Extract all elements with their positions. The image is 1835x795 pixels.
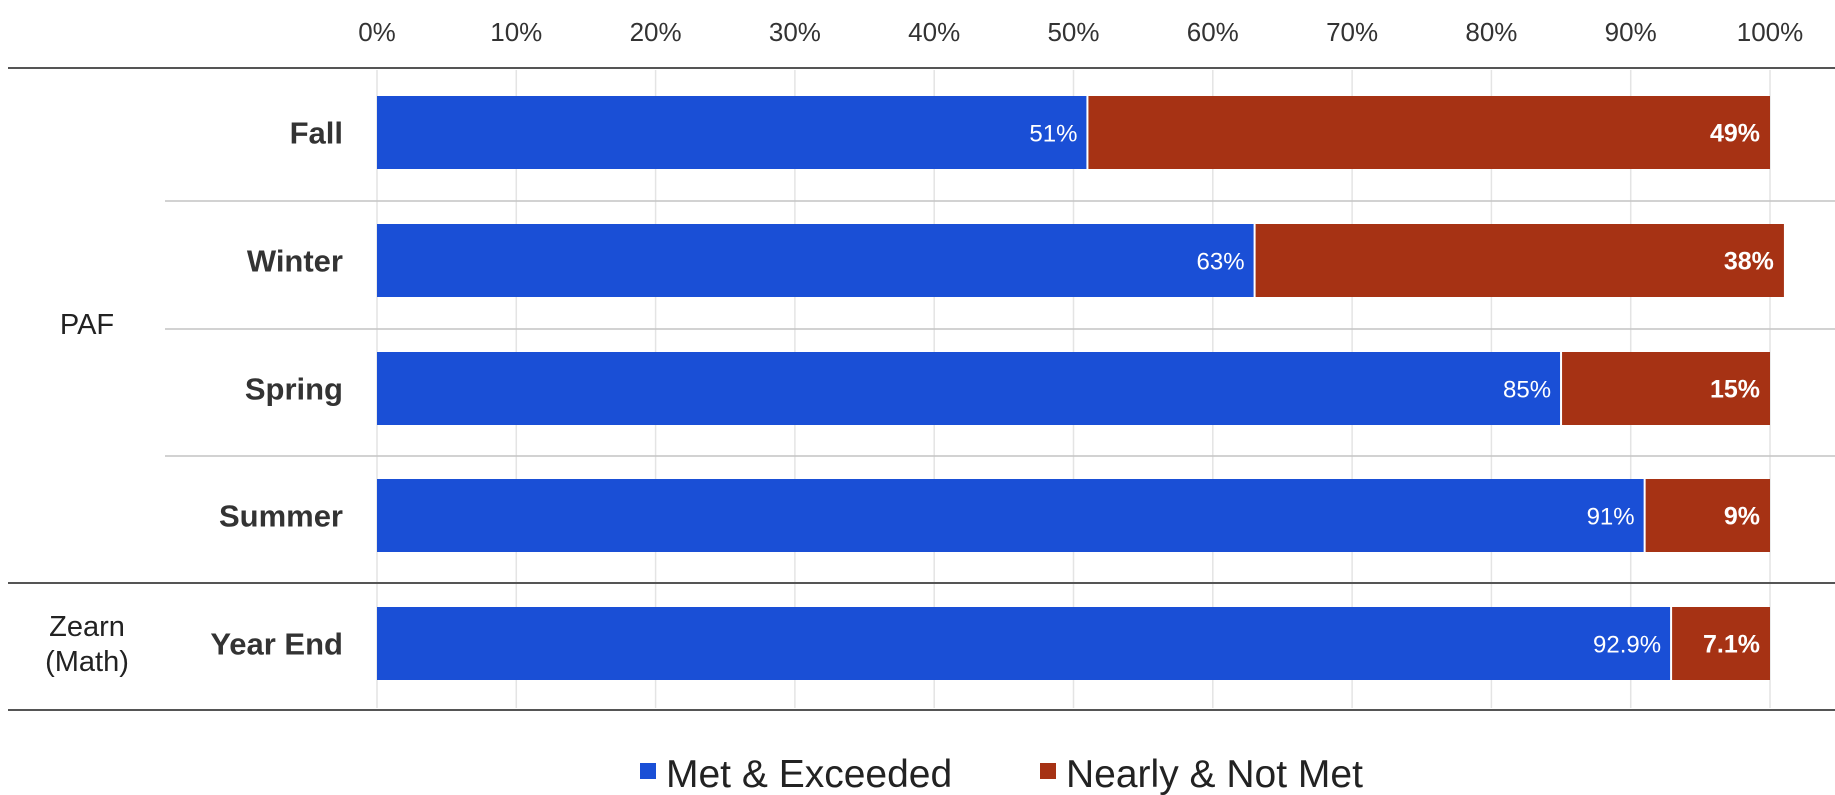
legend-swatch-met-exceeded	[640, 763, 656, 779]
group-labels: PAF Zearn (Math)	[45, 309, 129, 678]
data-label: 15%	[1710, 376, 1760, 404]
group-label-zearn: Zearn (Math)	[45, 611, 129, 678]
x-tick-label: 60%	[1187, 17, 1239, 47]
category-label: Summer	[219, 499, 343, 534]
data-label: 7.1%	[1703, 631, 1760, 659]
bar-nearly-not-met	[1671, 607, 1770, 680]
bar-met-exceeded	[377, 479, 1645, 552]
x-tick-label: 100%	[1737, 17, 1804, 47]
data-label: 85%	[1503, 377, 1551, 404]
x-tick-label: 70%	[1326, 17, 1378, 47]
bar-nearly-not-met	[1087, 96, 1770, 169]
bar-met-exceeded	[377, 352, 1562, 425]
bar-nearly-not-met	[1644, 479, 1770, 552]
row-separators	[8, 67, 1835, 711]
x-tick-label: 50%	[1047, 17, 1099, 47]
legend-label-met-exceeded: Met & Exceeded	[666, 753, 952, 795]
category-label: Year End	[210, 627, 343, 662]
data-label: 9%	[1724, 503, 1760, 531]
bar-met-exceeded	[377, 224, 1255, 297]
x-tick-label: 0%	[358, 17, 396, 47]
data-label: 38%	[1724, 248, 1774, 276]
data-label: 63%	[1197, 249, 1245, 276]
legend-label-nearly-not-met: Nearly & Not Met	[1066, 753, 1363, 795]
group-label-paf: PAF	[60, 309, 114, 341]
category-label: Fall	[290, 116, 343, 151]
x-tick-label: 90%	[1605, 17, 1657, 47]
legend-swatch-nearly-not-met	[1040, 763, 1056, 779]
x-tick-label: 40%	[908, 17, 960, 47]
bar-nearly-not-met	[1254, 224, 1784, 297]
category-label: Winter	[247, 244, 343, 279]
data-label: 51%	[1029, 121, 1077, 148]
x-axis-ticks: 0% 10% 20% 30% 40% 50% 60% 70% 80% 90% 100%	[358, 17, 1803, 47]
category-labels: Fall Winter Spring Summer Year End	[210, 116, 343, 662]
data-label: 92.9%	[1593, 632, 1661, 659]
bar-met-exceeded	[377, 96, 1088, 169]
legend: Met & Exceeded Nearly & Not Met	[640, 753, 1363, 795]
data-label: 49%	[1710, 120, 1760, 148]
category-label: Spring	[245, 372, 343, 407]
bars: 51% 49% 63% 38% 85% 15% 91% 9% 92.9% 7.1%	[377, 96, 1784, 680]
bar-met-exceeded	[377, 607, 1672, 680]
data-label: 91%	[1587, 504, 1635, 531]
x-tick-label: 10%	[490, 17, 542, 47]
x-tick-label: 80%	[1465, 17, 1517, 47]
x-tick-label: 30%	[769, 17, 821, 47]
bar-nearly-not-met	[1561, 352, 1770, 425]
x-tick-label: 20%	[630, 17, 682, 47]
